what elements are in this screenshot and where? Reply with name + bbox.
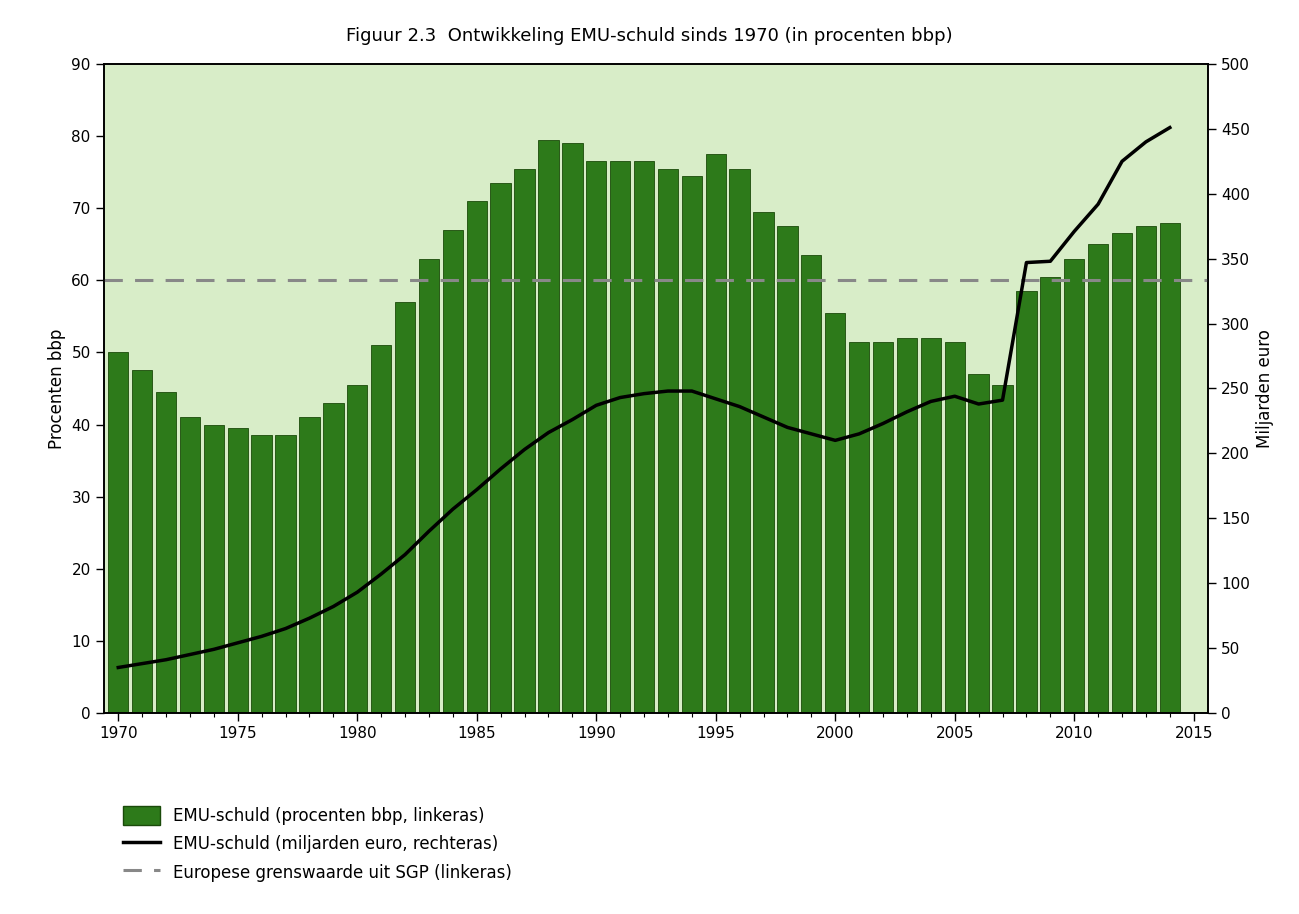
Bar <box>586 161 607 713</box>
Bar <box>657 168 678 713</box>
Bar <box>132 370 152 713</box>
Bar <box>204 424 223 713</box>
Text: Figuur 2.3  Ontwikkeling EMU-schuld sinds 1970 (in procenten bbp): Figuur 2.3 Ontwikkeling EMU-schuld sinds… <box>347 27 952 46</box>
Bar <box>227 428 248 713</box>
Bar <box>252 435 271 713</box>
Bar <box>801 255 821 713</box>
Bar <box>538 140 559 713</box>
Bar <box>777 226 798 713</box>
Bar <box>562 143 582 713</box>
Bar <box>275 435 296 713</box>
Bar <box>156 392 177 713</box>
Bar <box>347 385 368 713</box>
Bar <box>921 338 940 713</box>
Y-axis label: Miljarden euro: Miljarden euro <box>1256 329 1274 448</box>
Bar <box>179 418 200 713</box>
Bar <box>323 403 343 713</box>
Bar <box>466 201 487 713</box>
Bar <box>825 313 846 713</box>
Y-axis label: Procenten bbp: Procenten bbp <box>48 328 66 449</box>
Bar <box>850 342 869 713</box>
Bar <box>969 374 989 713</box>
Bar <box>1040 277 1060 713</box>
Bar <box>944 342 965 713</box>
Bar <box>1064 259 1085 713</box>
Bar <box>418 259 439 713</box>
Bar <box>491 183 511 713</box>
Legend: EMU-schuld (procenten bbp, linkeras), EMU-schuld (miljarden euro, rechteras), Eu: EMU-schuld (procenten bbp, linkeras), EM… <box>123 805 512 882</box>
Bar <box>992 385 1013 713</box>
Bar <box>873 342 894 713</box>
Bar <box>896 338 917 713</box>
Bar <box>372 345 391 713</box>
Bar <box>299 418 320 713</box>
Bar <box>611 161 630 713</box>
Bar <box>1112 233 1133 713</box>
Bar <box>1160 223 1179 713</box>
Bar <box>1135 226 1156 713</box>
Bar <box>634 161 655 713</box>
Bar <box>395 302 416 713</box>
Bar <box>1089 244 1108 713</box>
Bar <box>705 154 726 713</box>
Bar <box>514 168 535 713</box>
Bar <box>730 168 750 713</box>
Bar <box>753 212 774 713</box>
Bar <box>108 353 129 713</box>
Bar <box>682 175 701 713</box>
Bar <box>443 229 462 713</box>
Bar <box>1016 291 1037 713</box>
